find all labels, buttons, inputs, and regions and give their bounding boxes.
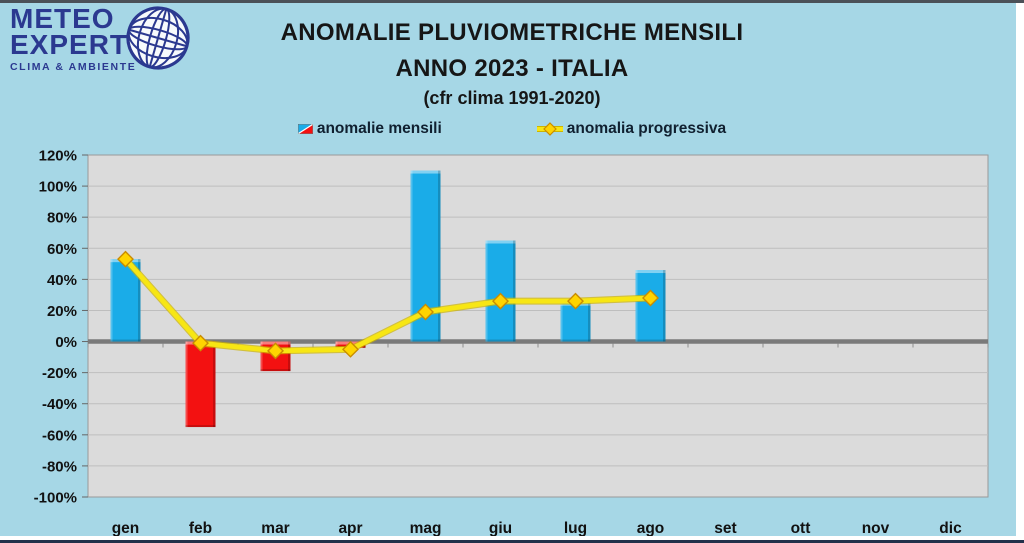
x-axis-label-nov: nov [862, 520, 890, 537]
x-axis-label-ago: ago [637, 520, 665, 537]
bar-giu [485, 240, 516, 342]
bar-feb [185, 341, 216, 428]
legend-item-anomalia-progressiva: anomalia progressiva [536, 120, 727, 138]
legend-label-line: anomalia progressiva [566, 120, 727, 137]
y-axis-label--80: -80% [42, 458, 77, 475]
line-marker-mag [417, 303, 434, 321]
y-axis-label--40: -40% [42, 396, 77, 413]
y-axis-label-100: 100% [39, 179, 77, 196]
x-axis-label-dic: dic [939, 520, 962, 537]
x-axis-label-gen: gen [112, 520, 140, 537]
line-marker-feb [192, 334, 209, 352]
y-axis-label-120: 120% [39, 148, 77, 165]
x-axis-label-set: set [714, 520, 736, 537]
logo-tagline: CLIMA & AMBIENTE [10, 61, 137, 73]
y-axis-label--60: -60% [42, 427, 77, 444]
plot-background [87, 154, 989, 498]
meteo-expert-logo: METEO EXPERT CLIMA & AMBIENTE [10, 3, 190, 73]
line-marker-lug [567, 292, 584, 310]
progressive-line [123, 256, 653, 354]
bottom-border-strip [0, 536, 1024, 543]
top-border-strip [0, 0, 1024, 3]
globe-icon [126, 6, 190, 70]
y-axis-label-20: 20% [47, 303, 77, 320]
logo-text-expert: EXPERT [10, 29, 129, 60]
x-axis-label-mar: mar [261, 520, 289, 537]
line-marker-gen [117, 250, 134, 268]
chart-legend: anomalie mensili anomalia progressiva [0, 120, 1024, 138]
y-axis-label-0: 0% [55, 334, 77, 351]
y-axis-label-40: 40% [47, 272, 77, 289]
x-axis-label-lug: lug [564, 520, 587, 537]
legend-label-bars: anomalie mensili [316, 120, 442, 137]
y-axis-label--100: -100% [34, 490, 77, 507]
line-marker-giu [492, 292, 509, 310]
y-axis-label-80: 80% [47, 210, 77, 227]
line-series-swatch-icon [536, 122, 563, 136]
x-axis-label-apr: apr [338, 520, 362, 537]
x-axis-label-feb: feb [189, 520, 212, 537]
chart-area: 120% 100% 80% 60% 40% 20% 0% -20% -40% -60% -80% -1… [0, 145, 1024, 543]
chart-reference-note: (cfr clima 1991-2020) [423, 88, 601, 108]
x-axis-label-mag: mag [410, 520, 442, 537]
legend-item-anomalie-mensili: anomalie mensili [297, 120, 442, 138]
line-marker-mar [267, 342, 284, 360]
x-axis-label-ott: ott [791, 520, 811, 537]
logo-text-meteo: METEO [10, 3, 115, 34]
right-border-strip [1016, 0, 1024, 543]
bottom-navy-line [0, 540, 1024, 543]
bar-series-swatch-icon [297, 124, 313, 134]
chart-plot-svg: 120% 100% 80% 60% 40% 20% 0% -20% -40% -60% -80% -1… [34, 148, 989, 537]
chart-subtitle: ANNO 2023 - ITALIA [395, 55, 629, 82]
y-axis-label--20: -20% [42, 365, 77, 382]
line-marker-ago [642, 289, 659, 307]
y-axis-label-60: 60% [47, 241, 77, 258]
chart-title: ANOMALIE PLUVIOMETRICHE MENSILI [280, 19, 744, 46]
line-marker-apr [342, 340, 359, 358]
x-axis-label-giu: giu [489, 520, 512, 537]
